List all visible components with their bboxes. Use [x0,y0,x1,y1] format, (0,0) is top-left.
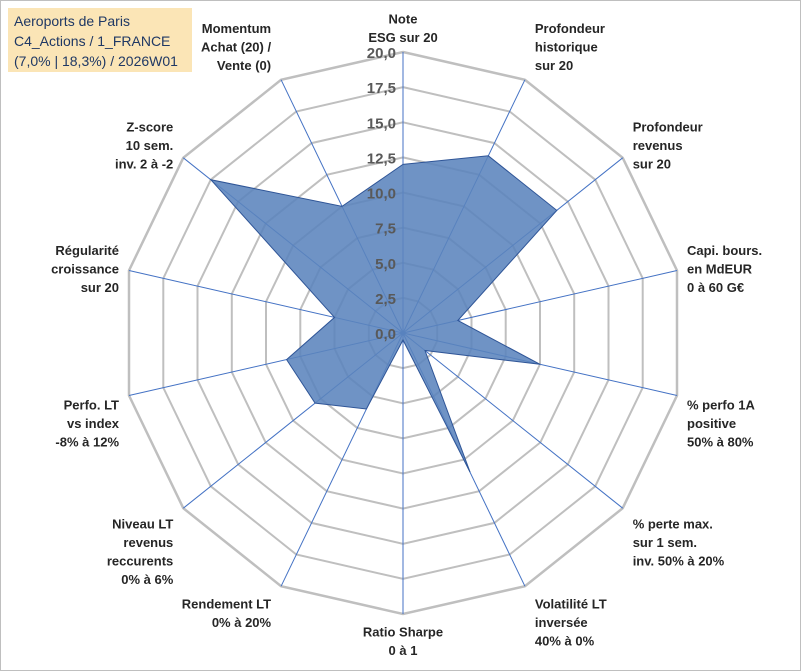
axis-label: Profondeur historique sur 20 [535,21,605,73]
tick-label: 0,0 [375,326,396,343]
axis-label-line: Profondeur [633,119,703,134]
title-line-2: C4_Actions / 1_FRANCE [14,33,171,49]
axis-label-line: sur 1 sem. [633,535,697,550]
tick-label: 15,0 [367,115,396,132]
axis-label-line: historique [535,39,598,54]
axis-label-line: revenus [123,535,173,550]
axis-label-line: Rendement LT [182,597,271,612]
series-area [209,155,558,473]
axis-label-line: Achat (20) / [201,39,271,54]
axis-label: Z-score 10 sem. inv. 2 à -2 [115,119,173,171]
axis-label-line: inversée [535,615,588,630]
title-line-1: Aeroports de Paris [14,13,130,29]
axis-label: Ratio Sharpe 0 à 1 [363,625,443,659]
axis-label-line: 50% à 80% [687,435,754,450]
axis-label-line: 0 à 60 G€ [687,280,744,295]
axis-label-line: Ratio Sharpe [363,625,443,640]
chart-title-box: Aeroports de Paris C4_Actions / 1_FRANCE… [8,8,192,72]
axis-label-line: positive [687,416,736,431]
title-line-3: (7,0% | 18,3%) / 2026W01 [14,53,178,69]
axis-label-line: Z-score [126,119,173,134]
axis-label-line: Niveau LT [112,517,173,532]
axis-label-line: % perfo 1A [687,398,756,413]
axis-label-line: Capi. bours. [687,243,762,258]
axis-label-line: inv. 2 à -2 [115,156,173,171]
tick-labels: 0,0 2,5 5,0 7,5 10,0 12,5 15,0 17,5 20,0 [367,45,396,343]
axis-labels: Note ESG sur 20 Profondeur historique sur 20… [51,12,762,659]
axis-label-line: reccurents [107,554,173,569]
axis-label: Profondeur revenus sur 20 [633,119,703,171]
tick-label: 2,5 [375,291,396,308]
axis-label: % perfo 1A positive 50% à 80% [687,398,756,450]
axis-label-line: sur 20 [535,58,573,73]
axis-label-line: Régularité [55,243,119,258]
axis-label-line: revenus [633,138,683,153]
axis-label-line: Vente (0) [217,58,271,73]
axis-label-line: 0% à 20% [212,615,272,630]
axis-label: Régularité croissance sur 20 [51,243,119,295]
tick-label: 10,0 [367,186,396,203]
axis-label-line: inv. 50% à 20% [633,554,725,569]
axis-label: Niveau LT revenus reccurents 0% à 6% [107,517,174,588]
axis-label: Momentum Achat (20) / Vente (0) [201,21,271,73]
axis-label-line: % perte max. [633,517,713,532]
axis-label: Perfo. LT vs index -8% à 12% [55,398,119,450]
axis-label-line: Momentum [202,21,271,36]
axis-label-line: Volatilité LT [535,597,607,612]
axis-label-line: 0% à 6% [121,572,173,587]
axis-spoke [402,332,624,509]
tick-label: 5,0 [375,256,396,273]
axis-label-line: sur 20 [633,156,671,171]
series-area-polygon [209,155,558,473]
axis-label: Capi. bours. en MdEUR 0 à 60 G€ [687,243,762,295]
axis-label-line: Note [389,12,418,27]
axis-label-line: 40% à 0% [535,634,595,649]
axis-label: Note ESG sur 20 [368,12,437,46]
axis-label-line: 0 à 1 [389,643,418,658]
axis-label-line: sur 20 [81,280,119,295]
axis-label-line: vs index [67,416,120,431]
tick-label: 12,5 [367,150,396,167]
axis-label-line: Profondeur [535,21,605,36]
axis-label-line: 10 sem. [126,138,174,153]
axis-label-line: croissance [51,262,119,277]
axis-label: Rendement LT 0% à 20% [182,597,272,631]
axis-label-line: en MdEUR [687,262,753,277]
tick-label: 20,0 [367,45,396,62]
axis-label-line: ESG sur 20 [368,30,437,45]
axis-label-line: Perfo. LT [64,398,119,413]
axis-label-line: -8% à 12% [55,435,119,450]
tick-label: 7,5 [375,221,396,238]
axis-label: % perte max. sur 1 sem. inv. 50% à 20% [633,517,725,569]
axis-label: Volatilité LT inversée 40% à 0% [535,597,607,649]
tick-label: 17,5 [367,80,396,97]
